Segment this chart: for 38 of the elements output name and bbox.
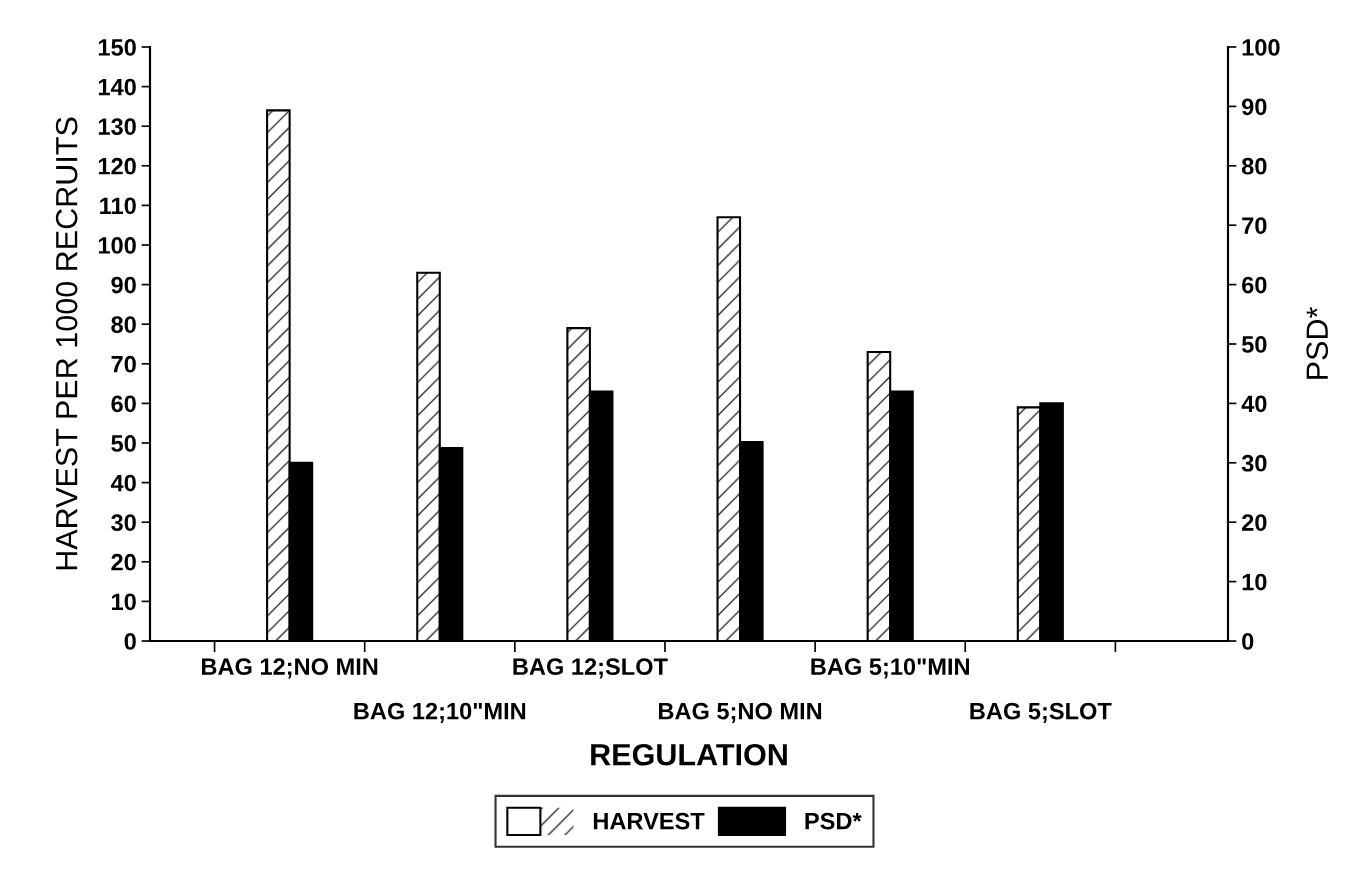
y2-tick-label: 60 <box>1242 276 1267 294</box>
y-tick-label: 150 <box>98 39 136 56</box>
y-tick-label: 70 <box>111 355 136 373</box>
x-tick-label: BAG 5;10"MIN <box>811 658 969 679</box>
y2-tick-label: 100 <box>1242 39 1280 56</box>
y-tick-label: 110 <box>100 197 136 215</box>
y-tick-label: 130 <box>98 118 136 136</box>
legend-label: HARVEST <box>593 812 705 830</box>
y2-axis-title: PSD* <box>1306 307 1329 379</box>
y2-tick-label: 80 <box>1241 157 1267 175</box>
y-tick-label: 100 <box>98 237 136 254</box>
y-tick-label: 120 <box>98 157 136 175</box>
y-tick-label: 10 <box>112 593 136 611</box>
y-tick-label: 50 <box>111 435 136 452</box>
x-tick-label: BAG 5;SLOT <box>970 702 1112 723</box>
y2-tick-label: 30 <box>1241 454 1267 472</box>
y-tick-label: 30 <box>111 514 136 532</box>
y2-tick-label: 40 <box>1241 395 1267 413</box>
y2-tick-label: 0 <box>1242 633 1254 650</box>
y-tick-label: 80 <box>111 316 136 333</box>
x-tick-label: BAG 12;SLOT <box>513 658 668 679</box>
y2-tick-label: 90 <box>1242 98 1267 116</box>
x-tick-label: BAG 5;NO MIN <box>658 702 822 723</box>
y-tick-label: 90 <box>111 276 136 294</box>
x-tick-label: BAG 12;10"MIN <box>354 702 526 723</box>
y2-tick-label: 70 <box>1242 217 1267 234</box>
y2-tick-label: 50 <box>1241 336 1267 353</box>
y-tick-label: 0 <box>124 633 136 650</box>
y-axis-title: HARVEST PER 1000 RECRUITS <box>55 117 78 570</box>
y2-tick-label: 10 <box>1242 573 1267 591</box>
x-tick-label: BAG 12;NO MIN <box>202 658 378 679</box>
y-tick-label: 40 <box>110 474 136 492</box>
x-axis-title: REGULATION <box>591 743 787 766</box>
y-tick-label: 140 <box>98 78 136 96</box>
y-tick-label: 20 <box>111 553 136 571</box>
y-tick-label: 60 <box>111 395 136 413</box>
y2-tick-label: 20 <box>1242 514 1267 531</box>
legend-label: PSD* <box>805 812 862 830</box>
